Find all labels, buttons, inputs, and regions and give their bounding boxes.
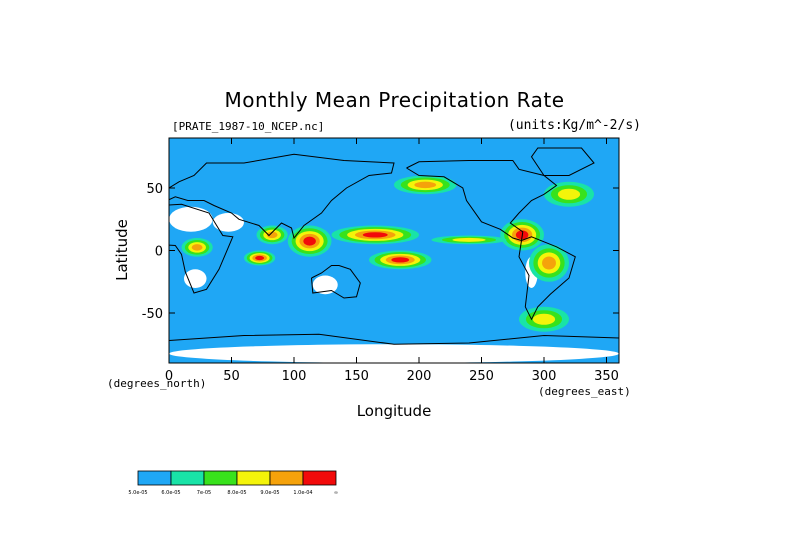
file-label: [PRATE_1987-10_NCEP.nc]	[172, 120, 325, 133]
dry-region	[169, 344, 619, 363]
legend-swatch	[302, 470, 337, 486]
precip-contour	[452, 237, 486, 242]
coastline	[518, 236, 576, 321]
legend-label: 6.0e-05	[161, 490, 180, 496]
legend-label: 7e-05	[197, 490, 211, 496]
legend-label: 5.0e-05	[128, 490, 147, 496]
precip-contour	[391, 257, 410, 263]
legend-swatch	[269, 470, 304, 486]
x-tick-label: 100	[282, 369, 307, 384]
y-axis-label: Latitude	[113, 219, 131, 281]
coastline	[169, 203, 234, 294]
legend-swatch	[170, 470, 205, 486]
plot-area	[169, 138, 619, 363]
dry-region	[184, 269, 207, 288]
x-tick-label: 150	[344, 369, 369, 384]
precip-contour	[191, 244, 203, 251]
y-tick-label: 50	[146, 182, 163, 197]
x-tick-label: 50	[223, 369, 240, 384]
precip-contour	[255, 255, 265, 261]
precip-contour	[414, 181, 437, 189]
precip-contour	[557, 188, 581, 200]
x-unit-label-right: (degrees_east)	[538, 385, 631, 398]
y-axis: 50 0 -50	[142, 182, 619, 322]
x-tick-label: 200	[407, 369, 432, 384]
legend-label: 8.0e-05	[227, 490, 246, 496]
x-tick-label: 0	[165, 369, 173, 384]
y-tick-label: 0	[155, 245, 163, 260]
x-axis-label: Longitude	[357, 402, 432, 420]
legend-label: ∞	[334, 490, 338, 496]
precip-contour	[362, 232, 388, 238]
precip-contour	[266, 231, 278, 239]
legend-swatch	[203, 470, 238, 486]
coastline	[169, 153, 395, 240]
color-legend: 5.0e-05 6.0e-05 7e-05 8.0e-05 9.0e-05 1.0e-04…	[128, 470, 338, 496]
legend-swatch	[236, 470, 271, 486]
coastline	[169, 333, 619, 345]
legend-label: 9.0e-05	[260, 490, 279, 496]
x-tick-label: 350	[594, 369, 619, 384]
x-axis: 0 50 100 150 200 250 300 350	[165, 138, 619, 384]
x-tick-label: 250	[469, 369, 494, 384]
dry-region	[212, 213, 244, 232]
x-unit-label: (degrees_north)	[107, 377, 206, 390]
precip-contour	[303, 236, 316, 246]
units-label: (units:Kg/m^-2/s)	[507, 118, 641, 133]
legend-label: 1.0e-04	[293, 490, 312, 496]
chart-title: Monthly Mean Precipitation Rate	[224, 88, 565, 112]
y-tick-label: -50	[142, 307, 163, 322]
precip-contour	[542, 256, 556, 270]
legend-swatch	[137, 470, 172, 486]
x-tick-label: 300	[532, 369, 557, 384]
coastline	[311, 265, 361, 299]
dry-region	[169, 206, 213, 232]
coastline	[406, 160, 558, 242]
precip-contour	[532, 313, 556, 325]
coastline	[530, 147, 595, 176]
dry-region	[312, 275, 338, 295]
